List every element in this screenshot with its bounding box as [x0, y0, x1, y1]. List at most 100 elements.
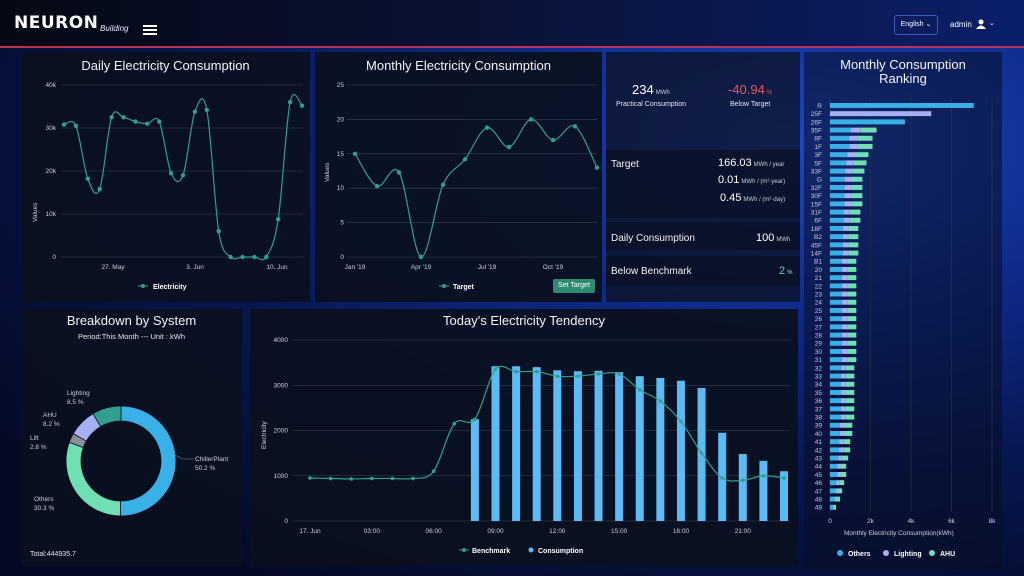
- monthly-xtick: Jul '19: [478, 264, 497, 271]
- tendency-legend-dot: [462, 548, 466, 552]
- tendency-xtick: 06:00: [426, 528, 443, 535]
- tendency-xtick: 17. Jun: [299, 528, 321, 535]
- ranking-bar-others: [830, 250, 843, 256]
- daily-point: [133, 119, 138, 124]
- ranking-bar-ahu: [845, 398, 855, 404]
- tendency-bar: [512, 366, 521, 521]
- ranking-bar-ahu: [847, 258, 857, 264]
- ranking-bar-ahu: [852, 168, 865, 174]
- ranking-bar-lighting: [842, 226, 849, 231]
- ranking-label: 8F: [814, 136, 822, 143]
- menu-icon[interactable]: [143, 25, 157, 35]
- daily-point: [145, 121, 150, 126]
- ranking-label: 31: [815, 357, 823, 364]
- tendency-ytick: 4000: [274, 337, 289, 344]
- ranking-bar-lighting: [849, 135, 858, 141]
- ranking-bar-lighting: [837, 463, 841, 469]
- ranking-xtick: 0: [828, 518, 832, 525]
- monthly-ytick: 5: [340, 220, 344, 227]
- ranking-bar-ahu: [851, 185, 863, 190]
- ranking-label: 36: [815, 398, 823, 405]
- ranking-bar-lighting: [841, 308, 848, 313]
- daily-point: [216, 229, 221, 234]
- ranking-label: 24: [815, 300, 823, 307]
- ranking-bar-ahu: [847, 357, 857, 363]
- tendency-point: [411, 476, 415, 481]
- ranking-bar-others: [830, 332, 842, 338]
- breakdown-panel: Breakdown by System Period:This Month --…: [21, 309, 242, 566]
- chevron-down-icon[interactable]: ⌄: [989, 20, 995, 27]
- tendency-panel: Today's Electricity Tendency Electricity…: [250, 309, 798, 566]
- monthly-point: [462, 157, 468, 162]
- pie-label: Lighting: [67, 390, 90, 397]
- tendency-bar: [532, 367, 541, 521]
- ranking-bar-lighting: [840, 381, 846, 387]
- ranking-bar-lighting: [836, 480, 840, 486]
- tendency-bar: [491, 366, 500, 521]
- ranking-label: 3F: [814, 152, 822, 159]
- ranking-panel: Monthly Consumption Ranking R 25F 26F 35F 8F…: [804, 52, 1002, 569]
- pie-percent: 8.2 %: [43, 421, 60, 428]
- ranking-bar-ahu: [845, 414, 855, 420]
- ranking-bar-lighting: [841, 299, 848, 305]
- user-icon[interactable]: [976, 19, 986, 29]
- ranking-label: 23: [815, 292, 823, 299]
- tendency-benchmark-line: [309, 365, 785, 482]
- ranking-bar-others: [830, 390, 841, 395]
- ranking-bar-lighting: [849, 144, 858, 149]
- logo[interactable]: NEURON: [14, 13, 99, 33]
- tendency-point: [514, 369, 518, 374]
- ranking-bar-ahu: [840, 463, 847, 469]
- below-benchmark-value: 2%: [779, 265, 793, 277]
- ranking-label: 1F: [814, 144, 822, 151]
- user-name[interactable]: admin: [950, 20, 972, 29]
- ranking-bar-others: [830, 152, 848, 158]
- ranking-bar-lighting: [844, 176, 852, 182]
- ranking-bar-others: [830, 308, 842, 313]
- tendency-point: [534, 369, 539, 374]
- ranking-bar-lighting: [844, 193, 852, 199]
- daily-point: [97, 186, 102, 192]
- pie-label: ChillerPlant: [195, 456, 228, 463]
- ranking-label: 43: [815, 456, 823, 463]
- ranking-bar-ahu: [847, 275, 857, 281]
- daily-ytick: 0: [52, 254, 56, 261]
- ranking-bar-others: [830, 439, 840, 445]
- ranking-label: G: [817, 177, 822, 184]
- monthly-legend: Target: [453, 284, 475, 291]
- daily-point: [61, 122, 67, 127]
- ranking-bar-others: [830, 283, 842, 289]
- ranking-bar-others: [830, 226, 843, 231]
- ranking-bar-others: [830, 299, 842, 305]
- tendency-point: [328, 476, 333, 481]
- ranking-bar-others: [830, 217, 844, 223]
- ranking-label: 28: [815, 333, 823, 340]
- ranking-bar-ahu: [851, 193, 863, 199]
- target-label: Target: [611, 159, 639, 170]
- ranking-bar-lighting: [841, 316, 848, 322]
- ranking-bar-ahu: [847, 299, 857, 305]
- tendency-bar: [615, 372, 624, 521]
- ranking-xlabel: Monthly Electricity Consumption(kWh): [844, 530, 954, 537]
- ranking-label: 29: [815, 341, 823, 348]
- ranking-bar-lighting: [842, 234, 849, 240]
- ranking-xtick: 6k: [948, 518, 956, 525]
- tendency-xtick: 12:00: [549, 528, 566, 535]
- ranking-label: 25F: [811, 111, 822, 118]
- ranking-bar-ahu: [844, 431, 853, 436]
- daily-point: [276, 216, 281, 222]
- daily-ytick: 30k: [46, 125, 57, 132]
- ranking-bar-ahu: [843, 447, 851, 453]
- ranking-bar-others: [830, 201, 845, 207]
- monthly-point: [352, 151, 358, 156]
- monthly-point: [418, 254, 424, 260]
- ranking-bar-ahu: [839, 480, 845, 486]
- ranking-bar-lighting: [850, 127, 861, 133]
- daily-xtick: 3. Jun: [186, 264, 204, 271]
- set-target-button[interactable]: Set Target: [553, 279, 595, 293]
- ranking-label: 30: [815, 349, 823, 356]
- language-select[interactable]: English ⌄: [894, 15, 938, 35]
- ranking-bar-others: [830, 480, 837, 486]
- monthly-ylabel: Values: [324, 162, 331, 182]
- target-box: [606, 150, 800, 218]
